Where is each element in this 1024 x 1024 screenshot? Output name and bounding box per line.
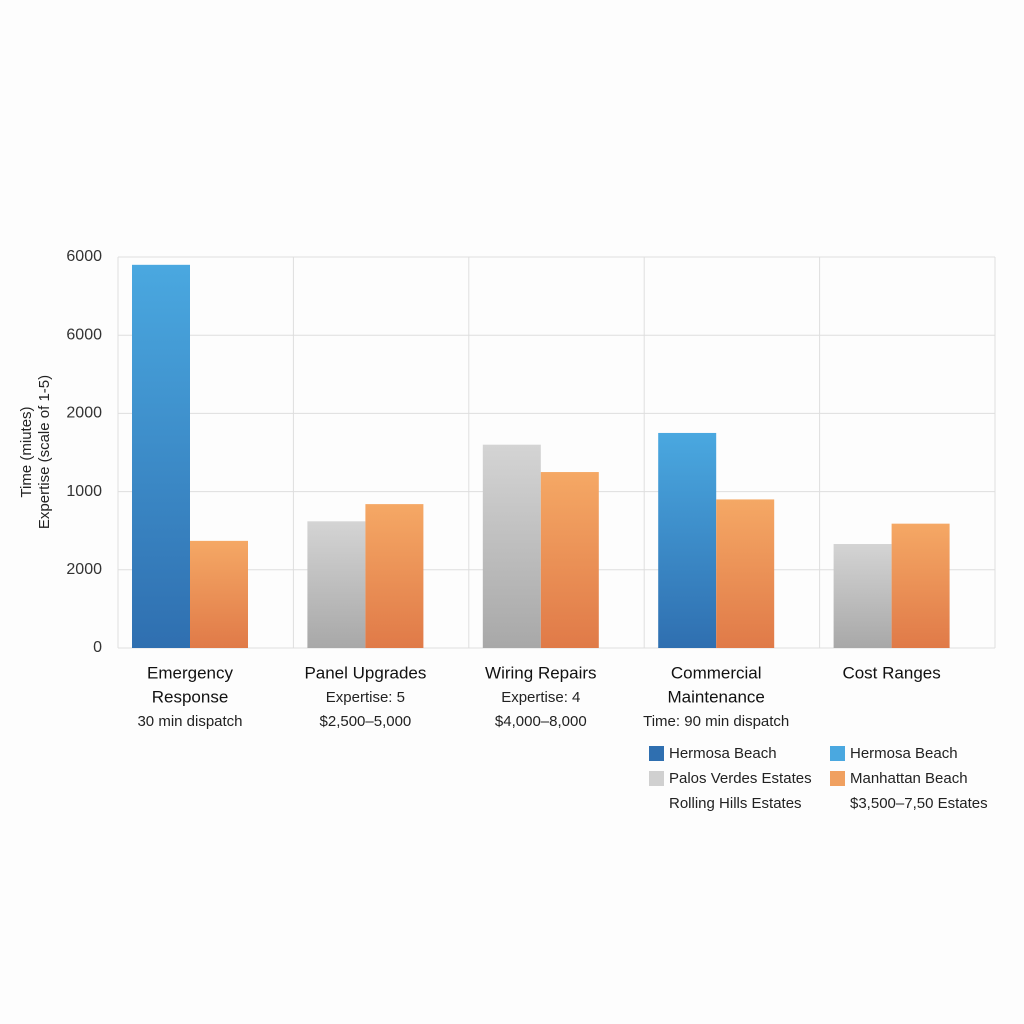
x-tick-label: Cost Ranges <box>842 663 940 682</box>
x-tick-label: Wiring Repairs <box>485 663 596 682</box>
category-note: 30 min dispatch <box>137 713 242 730</box>
x-tick-label: Response <box>152 687 229 706</box>
y-tick-label: 1000 <box>66 483 102 500</box>
bar <box>658 432 717 648</box>
legend-swatch <box>830 746 845 761</box>
legend-label: Manhattan Beach <box>850 770 968 787</box>
legend-label: Rolling Hills Estates <box>669 795 802 812</box>
legend-label: Hermosa Beach <box>669 745 777 762</box>
bar <box>833 543 892 648</box>
bar <box>365 504 424 648</box>
bar <box>891 523 950 648</box>
x-tick-label: Maintenance <box>668 687 765 706</box>
legend-label: $3,500–7,50 Estates <box>850 795 988 812</box>
y-axis-label: Time (miutes)Expertise (scale of 1-5) <box>18 375 53 529</box>
category-note: $2,500–5,000 <box>320 713 412 730</box>
y-axis-label-line: Expertise (scale of 1-5) <box>36 375 53 529</box>
y-tick-label: 6000 <box>66 326 102 343</box>
y-axis-label-line: Time (miutes) <box>18 406 35 497</box>
legend-label: Hermosa Beach <box>850 745 958 762</box>
y-tick-label: 0 <box>93 639 102 656</box>
y-tick-label: 6000 <box>66 248 102 265</box>
category-note: $4,000–8,000 <box>495 713 587 730</box>
category-note: Expertise: 4 <box>501 689 580 706</box>
bar <box>307 521 366 648</box>
x-tick-label: Emergency <box>147 663 233 682</box>
bar <box>716 499 775 648</box>
y-tick-label: 2000 <box>66 405 102 422</box>
bar <box>482 444 541 648</box>
category-note: Time: 90 min dispatch <box>643 713 789 730</box>
legend-swatch <box>649 746 664 761</box>
bar <box>132 264 190 648</box>
legend-swatch <box>649 771 664 786</box>
category-note: Expertise: 5 <box>326 689 405 706</box>
y-tick-label: 2000 <box>66 561 102 578</box>
x-tick-label: Commercial <box>671 663 762 682</box>
legend-swatch <box>830 771 845 786</box>
bar <box>540 472 599 648</box>
bar <box>190 540 248 648</box>
x-tick-label: Panel Upgrades <box>304 663 426 682</box>
legend-label: Palos Verdes Estates <box>669 770 812 787</box>
